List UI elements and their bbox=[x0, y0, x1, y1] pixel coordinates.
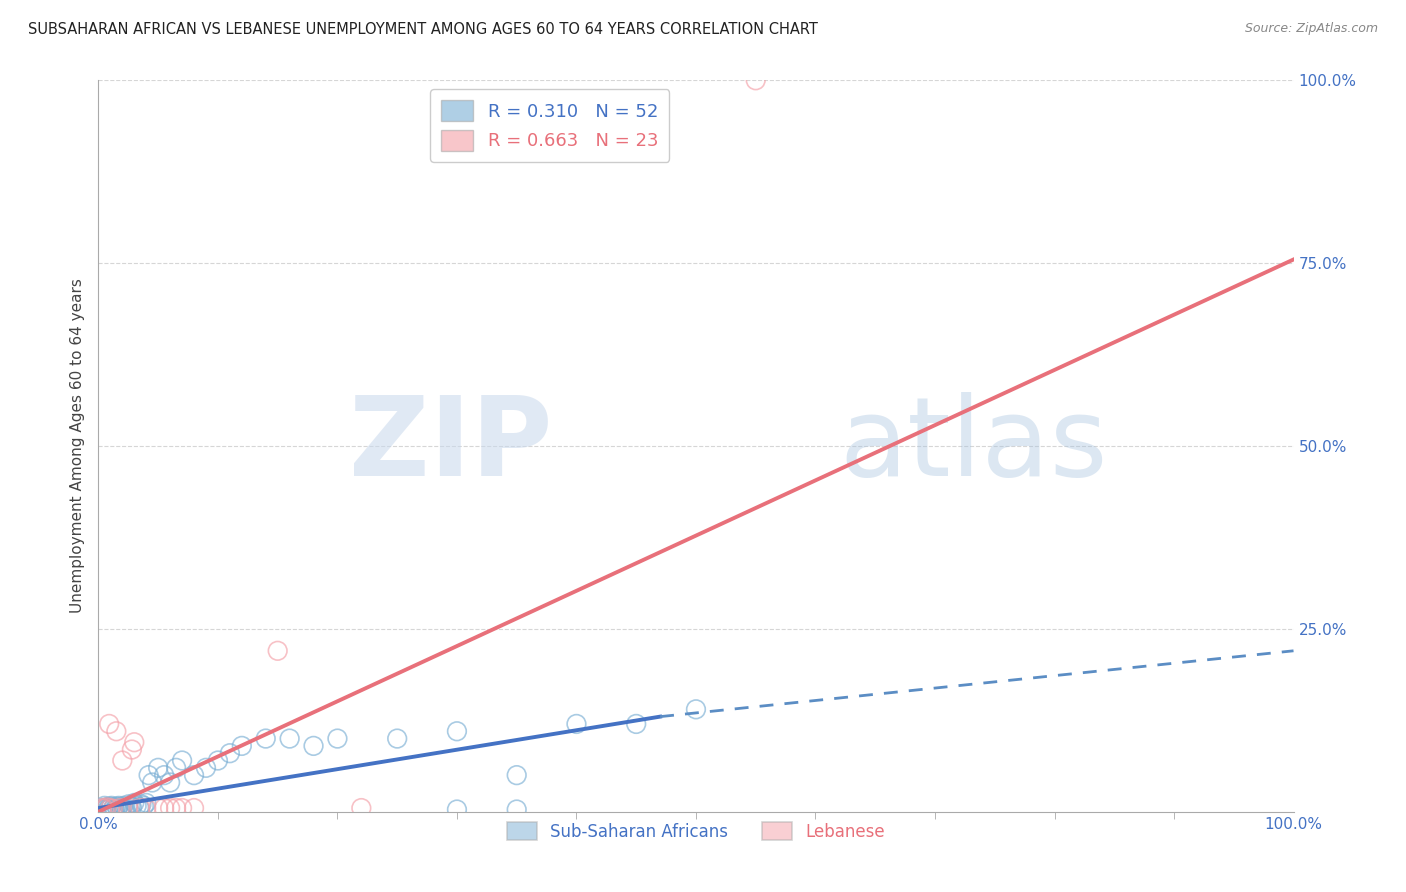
Point bbox=[207, 754, 229, 768]
Point bbox=[626, 717, 648, 731]
Point bbox=[219, 746, 242, 760]
Point bbox=[267, 644, 290, 658]
Point bbox=[231, 739, 253, 753]
Point bbox=[98, 801, 122, 815]
Point bbox=[104, 803, 127, 817]
Point bbox=[125, 798, 148, 813]
Point bbox=[153, 801, 176, 815]
Point bbox=[159, 801, 181, 815]
Point bbox=[183, 768, 205, 782]
Point bbox=[91, 801, 114, 815]
Point bbox=[96, 800, 118, 814]
Point bbox=[129, 801, 152, 815]
Point bbox=[385, 731, 409, 746]
Point bbox=[138, 768, 160, 782]
Point bbox=[172, 801, 194, 815]
Point bbox=[135, 796, 157, 810]
Y-axis label: Unemployment Among Ages 60 to 64 years: Unemployment Among Ages 60 to 64 years bbox=[69, 278, 84, 614]
Point bbox=[165, 761, 187, 775]
Point bbox=[101, 802, 124, 816]
Point bbox=[141, 775, 163, 789]
Point bbox=[350, 801, 373, 815]
Point bbox=[128, 800, 150, 814]
Point bbox=[278, 731, 301, 746]
Point bbox=[148, 761, 170, 775]
Point bbox=[148, 801, 170, 815]
Point bbox=[120, 798, 142, 813]
Point bbox=[165, 801, 187, 815]
Point bbox=[159, 775, 181, 789]
Point bbox=[112, 798, 135, 813]
Point bbox=[326, 731, 349, 746]
Point bbox=[124, 796, 146, 810]
Point bbox=[96, 800, 118, 814]
Point bbox=[117, 801, 139, 815]
Point bbox=[131, 797, 153, 812]
Point bbox=[107, 801, 129, 815]
Point bbox=[446, 803, 468, 817]
Point bbox=[93, 802, 115, 816]
Point bbox=[565, 717, 588, 731]
Point bbox=[195, 761, 218, 775]
Point bbox=[103, 800, 125, 814]
Point bbox=[254, 731, 277, 746]
Point bbox=[98, 717, 121, 731]
Legend: Sub-Saharan Africans, Lebanese: Sub-Saharan Africans, Lebanese bbox=[501, 816, 891, 847]
Point bbox=[98, 801, 122, 815]
Point bbox=[135, 801, 157, 815]
Point bbox=[93, 798, 115, 813]
Text: Source: ZipAtlas.com: Source: ZipAtlas.com bbox=[1244, 22, 1378, 36]
Text: ZIP: ZIP bbox=[349, 392, 553, 500]
Point bbox=[108, 801, 131, 815]
Point bbox=[121, 800, 143, 814]
Point bbox=[117, 797, 139, 812]
Point bbox=[153, 768, 176, 782]
Point bbox=[100, 798, 122, 813]
Point bbox=[506, 768, 529, 782]
Point bbox=[101, 802, 124, 816]
Point bbox=[183, 801, 205, 815]
Point bbox=[685, 702, 707, 716]
Point bbox=[446, 724, 468, 739]
Point bbox=[110, 800, 132, 814]
Point bbox=[132, 798, 155, 813]
Point bbox=[745, 73, 768, 87]
Point bbox=[107, 798, 129, 813]
Point bbox=[98, 799, 121, 814]
Point bbox=[97, 803, 120, 817]
Point bbox=[91, 801, 114, 815]
Point bbox=[111, 801, 134, 815]
Point bbox=[124, 735, 146, 749]
Point bbox=[302, 739, 325, 753]
Point bbox=[105, 724, 128, 739]
Point bbox=[506, 803, 529, 817]
Point bbox=[121, 742, 143, 756]
Point bbox=[114, 802, 136, 816]
Point bbox=[105, 799, 128, 814]
Point bbox=[111, 754, 134, 768]
Point bbox=[108, 802, 131, 816]
Text: atlas: atlas bbox=[839, 392, 1108, 500]
Text: SUBSAHARAN AFRICAN VS LEBANESE UNEMPLOYMENT AMONG AGES 60 TO 64 YEARS CORRELATIO: SUBSAHARAN AFRICAN VS LEBANESE UNEMPLOYM… bbox=[28, 22, 818, 37]
Point bbox=[172, 754, 194, 768]
Point bbox=[94, 802, 117, 816]
